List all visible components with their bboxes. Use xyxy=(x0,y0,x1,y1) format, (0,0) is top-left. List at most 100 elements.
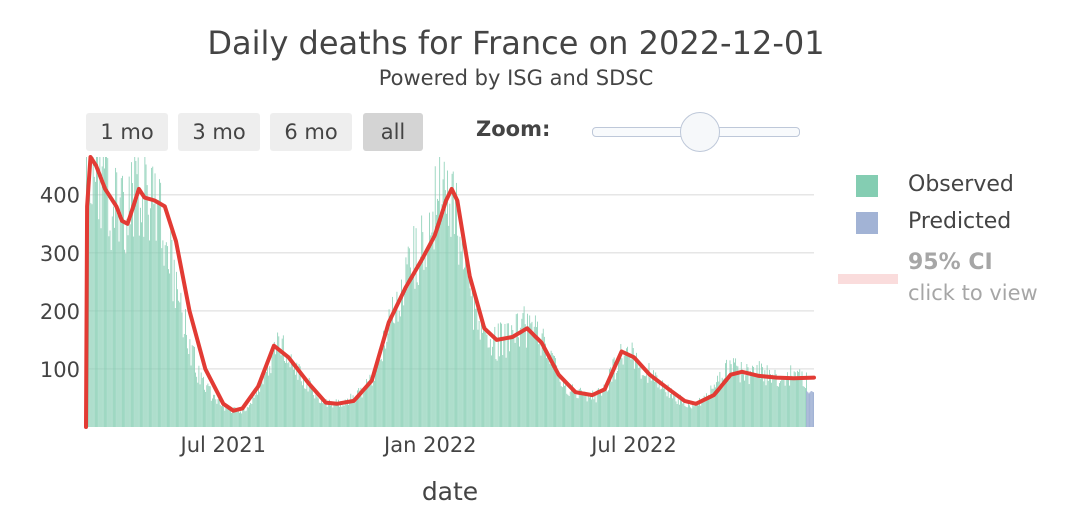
observed-bar xyxy=(793,371,795,427)
observed-bar xyxy=(442,179,444,427)
observed-bar xyxy=(581,390,582,427)
observed-bar xyxy=(621,358,623,427)
observed-bar xyxy=(344,399,346,427)
observed-bar xyxy=(226,406,228,427)
range-button-1-month[interactable]: 1 mo xyxy=(86,113,168,151)
observed-bar xyxy=(100,228,102,427)
observed-bar xyxy=(693,406,695,427)
observed-bar xyxy=(206,385,208,427)
observed-bar xyxy=(637,359,639,427)
observed-bar xyxy=(320,403,321,427)
observed-bar xyxy=(138,235,140,427)
observed-bar xyxy=(286,355,288,427)
observed-bar xyxy=(494,326,496,427)
observed-bar xyxy=(743,374,744,427)
observed-bar xyxy=(790,365,792,427)
observed-bar xyxy=(369,374,371,427)
observed-bar xyxy=(745,375,747,427)
observed-bar xyxy=(538,344,540,427)
observed-bar xyxy=(128,176,130,427)
observed-bar xyxy=(359,390,361,427)
observed-bar xyxy=(278,336,280,427)
observed-bar xyxy=(667,384,669,427)
legend-observed-label[interactable]: Observed xyxy=(908,172,1014,197)
observed-bar xyxy=(250,402,252,427)
observed-bar xyxy=(129,224,131,427)
observed-bar xyxy=(541,333,543,427)
observed-bar xyxy=(452,171,454,427)
observed-bar xyxy=(181,312,183,427)
observed-bar xyxy=(237,409,239,427)
legend-predicted-label[interactable]: Predicted xyxy=(908,209,1012,234)
observed-bar xyxy=(384,345,385,427)
observed-bar xyxy=(295,374,297,427)
observed-bar xyxy=(214,394,216,427)
observed-bar xyxy=(246,407,248,427)
observed-bar xyxy=(458,264,460,427)
observed-bar xyxy=(630,359,632,427)
observed-bar xyxy=(802,386,804,427)
observed-bar xyxy=(335,399,337,427)
observed-bar xyxy=(539,341,541,427)
observed-bar xyxy=(245,410,247,427)
observed-bar xyxy=(199,384,201,427)
observed-bar xyxy=(217,399,219,427)
observed-bar xyxy=(298,364,300,427)
legend-ci-swatch[interactable] xyxy=(838,274,898,284)
observed-bar xyxy=(267,358,268,427)
legend-ci-label[interactable]: 95% CI xyxy=(908,250,993,275)
observed-bar xyxy=(759,378,761,427)
trend-line xyxy=(84,155,816,429)
observed-bar xyxy=(257,394,258,427)
observed-bar xyxy=(725,363,726,427)
observed-bar xyxy=(363,388,365,427)
observed-bar xyxy=(511,325,513,427)
observed-bar xyxy=(629,354,631,427)
observed-bar xyxy=(554,355,555,427)
observed-bar xyxy=(191,345,193,427)
observed-bar xyxy=(797,370,798,427)
observed-bar xyxy=(387,333,389,427)
observed-bar xyxy=(515,314,517,427)
observed-bar xyxy=(656,375,658,427)
observed-bar xyxy=(174,308,176,427)
observed-bar xyxy=(327,402,329,427)
observed-bar xyxy=(484,330,486,427)
observed-bar xyxy=(123,191,124,427)
range-button-3-months[interactable]: 3 mo xyxy=(178,113,260,151)
observed-bar xyxy=(651,375,653,427)
observed-bar xyxy=(537,321,538,427)
observed-bar xyxy=(269,366,271,427)
observed-bar xyxy=(162,240,164,427)
observed-bar xyxy=(673,392,675,427)
observed-bar xyxy=(496,360,498,427)
observed-bar xyxy=(682,403,684,427)
observed-bar xyxy=(671,388,672,427)
observed-bar xyxy=(312,385,313,427)
x-tick-label: Jan 2022 xyxy=(382,433,477,457)
legend-ci-hint[interactable]: click to view xyxy=(908,281,1038,305)
observed-bar xyxy=(570,389,572,427)
observed-bar xyxy=(194,346,195,427)
legend-predicted-swatch[interactable] xyxy=(856,212,878,234)
range-button-all[interactable]: all xyxy=(363,113,423,151)
observed-bar xyxy=(791,375,793,427)
observed-bar xyxy=(154,173,156,427)
observed-bar xyxy=(776,385,778,427)
observed-bar xyxy=(231,413,232,427)
bars-layer xyxy=(86,157,807,428)
range-button-6-months[interactable]: 6 mo xyxy=(270,113,352,151)
observed-bar xyxy=(576,397,578,427)
observed-bar xyxy=(291,360,293,427)
observed-bar xyxy=(411,276,412,427)
observed-bar xyxy=(424,250,426,427)
legend-observed-swatch[interactable] xyxy=(856,175,878,197)
observed-bar xyxy=(633,368,635,427)
observed-bar xyxy=(91,204,93,427)
observed-bar xyxy=(487,347,489,427)
observed-bar xyxy=(324,400,326,427)
zoom-slider-handle[interactable] xyxy=(680,112,720,152)
chart-title: Daily deaths for France on 2022-12-01 xyxy=(207,24,825,62)
observed-bar xyxy=(520,327,522,427)
observed-bar xyxy=(345,404,347,427)
